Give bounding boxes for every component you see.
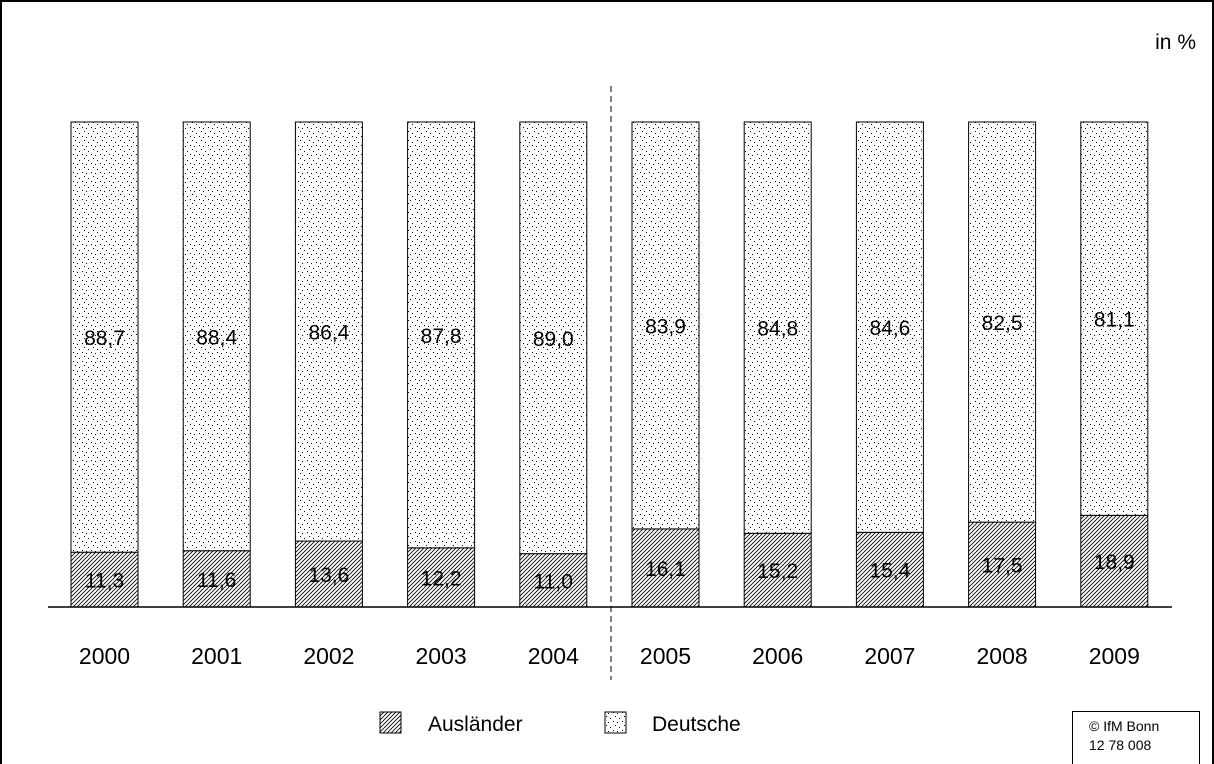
bars: 11,3 88,7 11,6 88,4 13,6 86,4 12,2 87,8 11,0 89,0… [70, 121, 1149, 608]
x-tick-labels: 2000 2001 2002 2003 2004 2005 2006 2007 2008 2009 [79, 643, 1140, 669]
data-label-deutsche-2007: 84,6 [869, 317, 910, 340]
data-label-auslander-2009: 18,9 [1094, 551, 1135, 574]
legend-swatch-auslaender [379, 711, 402, 734]
bar-deutsche-2009 [1080, 121, 1149, 516]
copyright-box: © IfM Bonn 12 78 008 [1072, 711, 1200, 764]
x-tick-label-2000: 2000 [79, 643, 130, 669]
data-label-auslander-2007: 15,4 [869, 560, 910, 583]
x-tick-label-2009: 2009 [1089, 643, 1140, 669]
bar-deutsche-2000 [70, 121, 139, 553]
bar-auslander-2003 [407, 547, 476, 608]
data-label-auslander-2002: 13,6 [308, 564, 349, 587]
bar-deutsche-2004 [519, 121, 588, 555]
x-tick-label-2008: 2008 [977, 643, 1028, 669]
data-label-auslander-2005: 16,1 [645, 558, 686, 581]
bar-deutsche-2008 [968, 121, 1037, 523]
data-label-deutsche-2009: 81,1 [1094, 309, 1135, 332]
data-label-auslander-2000: 11,3 [85, 570, 124, 593]
data-label-auslander-2003: 12,2 [421, 567, 462, 590]
x-tick-label-2007: 2007 [864, 643, 915, 669]
legend-swatch-deutsche [604, 711, 627, 734]
data-label-deutsche-2002: 86,4 [308, 322, 349, 345]
data-label-deutsche-2005: 83,9 [645, 315, 686, 338]
data-label-auslander-2006: 15,2 [757, 560, 798, 583]
data-label-deutsche-2003: 87,8 [421, 325, 462, 348]
bar-auslander-2001 [182, 550, 251, 608]
bar-deutsche-2003 [407, 121, 476, 549]
data-label-deutsche-2001: 88,4 [196, 326, 237, 349]
bar-auslander-2008 [968, 521, 1037, 608]
x-tick-label-2004: 2004 [528, 643, 579, 669]
data-label-deutsche-2008: 82,5 [982, 312, 1023, 335]
bar-deutsche-2005 [631, 121, 700, 530]
bar-deutsche-2006 [743, 121, 812, 534]
legend-label-auslaender: Ausländer [428, 713, 523, 736]
bar-auslander-2009 [1080, 514, 1149, 608]
bar-auslander-2004 [519, 553, 588, 608]
bar-deutsche-2002 [294, 121, 363, 542]
bar-auslander-2000 [70, 551, 139, 608]
x-tick-label-2006: 2006 [752, 643, 803, 669]
data-label-deutsche-2006: 84,8 [757, 318, 798, 341]
legend: Ausländer Deutsche [379, 711, 741, 736]
copyright-line-2: 12 78 008 [1089, 737, 1152, 753]
bar-auslander-2007 [855, 531, 924, 608]
unit-label: in % [1155, 31, 1196, 54]
bar-auslander-2006 [743, 532, 812, 608]
legend-label-deutsche: Deutsche [652, 713, 741, 736]
bar-deutsche-2007 [855, 121, 924, 533]
data-label-auslander-2008: 17,5 [982, 555, 1023, 578]
x-tick-label-2002: 2002 [303, 643, 354, 669]
data-label-auslander-2004: 11,0 [534, 570, 573, 593]
data-label-auslander-2001: 11,6 [197, 569, 236, 592]
bar-deutsche-2001 [182, 121, 251, 552]
x-tick-label-2005: 2005 [640, 643, 691, 669]
data-label-deutsche-2000: 88,7 [84, 327, 125, 350]
copyright-line-1: © IfM Bonn [1089, 718, 1160, 734]
data-label-deutsche-2004: 89,0 [533, 328, 574, 351]
x-tick-label-2001: 2001 [191, 643, 242, 669]
x-tick-label-2003: 2003 [416, 643, 467, 669]
